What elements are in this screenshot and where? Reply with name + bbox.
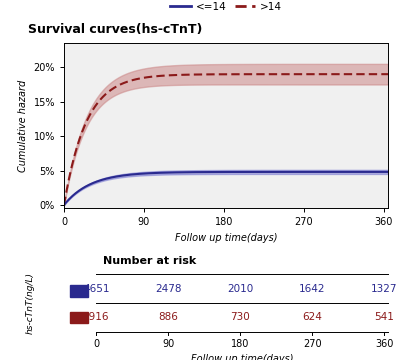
Text: 886: 886 (158, 312, 178, 322)
Text: 180: 180 (231, 339, 249, 348)
Text: hs-cTnT(ng/L): hs-cTnT(ng/L) (26, 272, 35, 334)
Text: Follow up time(days): Follow up time(days) (191, 354, 294, 360)
Text: 90: 90 (162, 339, 174, 348)
Text: 624: 624 (302, 312, 322, 322)
Text: 1916: 1916 (83, 312, 110, 322)
Text: 2010: 2010 (227, 284, 253, 294)
Text: Survival curves(hs-cTnT): Survival curves(hs-cTnT) (28, 23, 202, 36)
X-axis label: Follow up time(days): Follow up time(days) (175, 233, 277, 243)
Text: 270: 270 (303, 339, 322, 348)
Bar (70, 285, 88, 297)
Text: 2478: 2478 (155, 284, 182, 294)
Text: 730: 730 (230, 312, 250, 322)
Text: 1327: 1327 (371, 284, 397, 294)
Text: 541: 541 (374, 312, 394, 322)
Text: Number at risk: Number at risk (103, 256, 196, 266)
Text: 0: 0 (93, 339, 100, 348)
Text: 1642: 1642 (299, 284, 325, 294)
Text: 4651: 4651 (83, 284, 110, 294)
Bar (70, 312, 88, 323)
Legend: <=14, >14: <=14, >14 (166, 0, 286, 16)
Y-axis label: Cumulative hazard: Cumulative hazard (18, 80, 28, 172)
Text: 360: 360 (375, 339, 393, 348)
